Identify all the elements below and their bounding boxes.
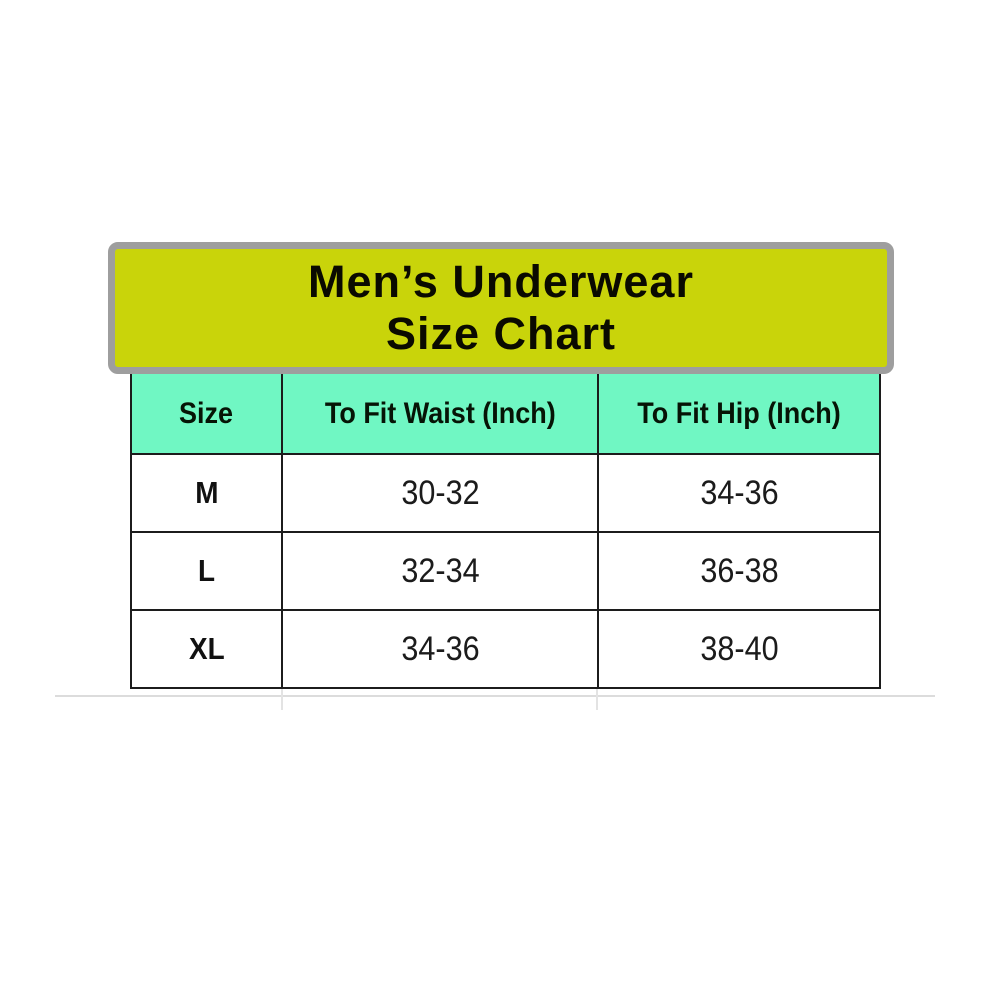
chart-title-line1: Men’s Underwear	[308, 255, 694, 307]
table-header-row: Size To Fit Waist (Inch) To Fit Hip (Inc…	[130, 372, 881, 455]
gridline-artifact-vertical	[596, 688, 598, 710]
size-value: M	[194, 475, 219, 510]
size-value: XL	[188, 631, 225, 666]
chart-title-line2: Size Chart	[385, 308, 617, 359]
hip-value: 38-40	[699, 629, 779, 668]
gridline-artifact-horizontal	[55, 695, 935, 697]
table-row-m: M 30-32 34-36	[130, 453, 881, 533]
header-label-hip: To Fit Hip (Inch)	[637, 396, 841, 430]
waist-value: 30-32	[400, 473, 480, 512]
header-label-size: Size	[179, 396, 234, 430]
title-banner: Men’s Underwear Size Chart	[108, 242, 894, 374]
cell-size-l: L	[130, 531, 283, 611]
cell-hip-xl: 38-40	[597, 609, 881, 689]
cell-waist-l: 32-34	[281, 531, 599, 611]
header-cell-hip: To Fit Hip (Inch)	[597, 372, 881, 455]
hip-value: 36-38	[699, 551, 779, 590]
waist-value: 34-36	[400, 629, 480, 668]
header-cell-size: Size	[130, 372, 283, 455]
table-row-l: L 32-34 36-38	[130, 531, 881, 611]
cell-waist-xl: 34-36	[281, 609, 599, 689]
size-value: L	[197, 553, 216, 588]
waist-value: 32-34	[400, 551, 480, 590]
gridline-artifact-vertical	[281, 688, 283, 710]
header-cell-waist: To Fit Waist (Inch)	[281, 372, 599, 455]
cell-hip-l: 36-38	[597, 531, 881, 611]
size-table: Size To Fit Waist (Inch) To Fit Hip (Inc…	[130, 372, 881, 689]
cell-size-m: M	[130, 453, 283, 533]
cell-size-xl: XL	[130, 609, 283, 689]
hip-value: 34-36	[699, 473, 779, 512]
cell-waist-m: 30-32	[281, 453, 599, 533]
header-label-waist: To Fit Waist (Inch)	[324, 396, 556, 430]
table-row-xl: XL 34-36 38-40	[130, 609, 881, 689]
cell-hip-m: 34-36	[597, 453, 881, 533]
